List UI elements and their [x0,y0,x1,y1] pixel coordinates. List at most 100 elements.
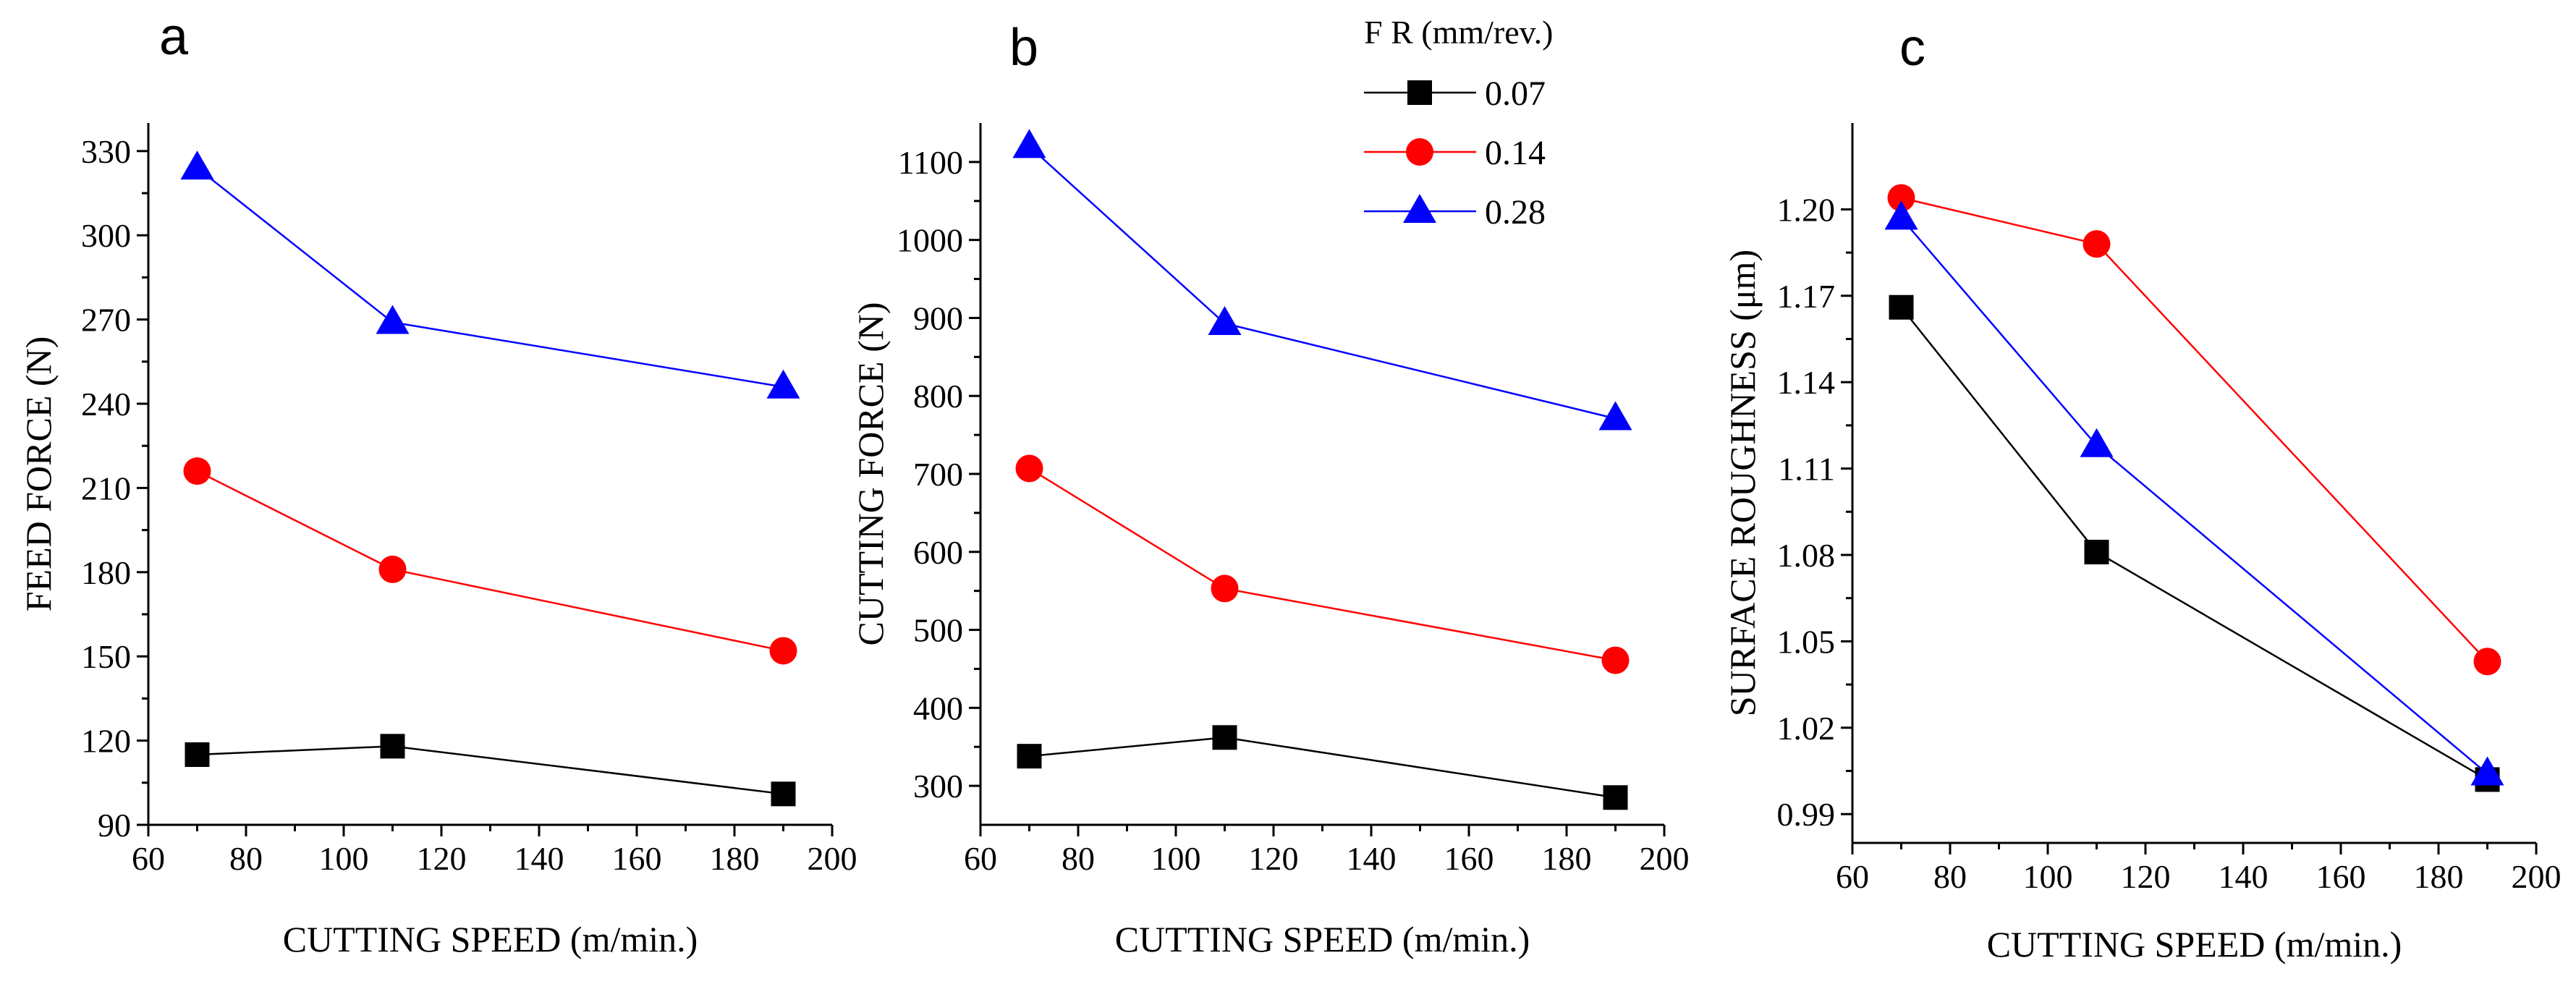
series-line-0.28 [1028,145,1616,420]
data-point-0.14 [2083,230,2111,258]
x-axis-title: CUTTING SPEED (m/min.) [1115,919,1530,959]
data-point-0.28 [1012,129,1046,158]
x-tick-label: 120 [417,840,467,877]
data-point-0.14 [769,637,797,665]
legend-label: 0.07 [1485,75,1546,113]
x-tick-label: 80 [229,840,263,877]
x-tick-label: 100 [1151,840,1201,877]
x-tick-label: 160 [1444,840,1494,877]
x-tick-label: 140 [2219,858,2268,895]
chart-panel-b: 60 80 100 120 140 160 180 200 300 400 500 600 700 800… [850,19,1690,959]
x-tick-label: 80 [1933,858,1967,895]
data-point-0.28 [2080,428,2114,457]
x-tick-label: 180 [710,840,760,877]
data-point-0.14 [1887,184,1915,212]
series-line-0.07 [197,745,784,795]
y-tick-label: 600 [913,534,963,571]
x-tick-label: 160 [2316,858,2366,895]
data-point-0.07 [1017,744,1042,769]
y-tick-label: 180 [81,554,131,591]
x-tick-label: 180 [1542,840,1592,877]
data-point-0.07 [771,781,796,807]
x-tick-label: 60 [964,840,997,877]
data-point-0.14 [1601,646,1630,674]
x-axis-title: CUTTING SPEED (m/min.) [1987,924,2402,964]
y-tick-label: 300 [81,217,131,254]
legend-title: F R (mm/rev.) [1364,14,1554,51]
x-tick-label: 180 [2414,858,2464,895]
x-tick-label: 140 [1347,840,1397,877]
y-tick-label: 1.05 [1777,623,1836,660]
series-line-0.07 [1029,737,1616,799]
legend: F R (mm/rev.) 0.07 0.14 0.28 [1364,14,1554,232]
y-tick-label: 150 [81,638,131,675]
data-point-0.28 [180,150,214,180]
data-point-0.07 [1889,294,1914,320]
y-tick-label: 210 [81,470,131,506]
y-tick-label: 240 [81,386,131,423]
legend-entry-0.07: 0.07 [1364,75,1546,113]
y-axis-title: CUTTING FORCE (N) [850,302,891,646]
legend-marker [1406,138,1433,166]
x-tick-label: 80 [1062,840,1095,877]
x-tick-label: 60 [132,840,165,877]
y-tick-label: 1.17 [1777,278,1836,315]
y-tick-label: 300 [913,768,963,805]
y-tick-label: 0.99 [1777,796,1836,833]
x-tick-label: 100 [2023,858,2073,895]
data-point-0.07 [185,742,210,767]
y-tick-label: 500 [913,612,963,649]
data-point-0.14 [378,555,407,583]
panel-label: a [159,8,189,66]
y-tick-label: 800 [913,378,963,415]
series-line-0.14 [1028,467,1616,661]
x-tick-label: 200 [808,840,857,877]
panel-label: b [1009,19,1038,77]
x-tick-label: 60 [1836,858,1869,895]
y-tick-label: 90 [98,807,131,844]
x-tick-label: 200 [2512,858,2562,895]
data-point-0.14 [2473,648,2501,676]
data-point-0.07 [1212,725,1237,750]
data-point-0.07 [2084,540,2109,565]
y-tick-label: 1.08 [1777,537,1836,574]
y-tick-label: 1.02 [1777,710,1836,747]
data-point-0.28 [376,305,410,334]
series-line-0.07 [1900,306,2488,781]
chart-panel-a: 60 80 100 120 140 160 180 200 90 120 150 180 210 240 2… [18,8,857,959]
legend-marker [1403,194,1436,223]
panel-label: c [1899,19,1925,77]
data-point-0.28 [1208,305,1242,335]
series-line-0.14 [1901,197,2488,663]
series-line-0.14 [196,470,784,652]
legend-entry-0.14: 0.14 [1364,134,1546,172]
data-point-0.28 [766,369,800,399]
series-line-0.28 [196,167,784,388]
data-point-0.28 [1598,401,1632,430]
legend-label: 0.28 [1485,193,1546,232]
data-point-0.28 [2470,756,2504,786]
y-tick-label: 330 [81,133,131,170]
y-axis-title: SURFACE ROUGHNESS (μm) [1722,250,1763,716]
y-axis-title: FEED FORCE (N) [18,336,59,612]
y-tick-label: 1.11 [1778,451,1835,488]
legend-label: 0.14 [1485,134,1546,172]
y-tick-label: 400 [913,690,963,726]
y-tick-label: 1100 [898,144,963,181]
x-tick-label: 140 [514,840,564,877]
legend-entry-0.28: 0.28 [1364,193,1546,232]
y-tick-label: 1.14 [1777,364,1836,401]
y-tick-label: 270 [81,302,131,339]
data-point-0.07 [380,734,405,759]
series-line-0.28 [1900,217,2488,775]
y-tick-label: 120 [81,723,131,760]
x-tick-label: 120 [2121,858,2171,895]
data-point-0.14 [1211,574,1239,603]
legend-marker [1407,80,1432,105]
chart-panel-c: 60 80 100 120 140 160 180 200 0.99 1.02 1.05 1.08 1.… [1722,19,2562,964]
x-tick-label: 100 [319,840,369,877]
x-tick-label: 200 [1640,840,1690,877]
x-axis-title: CUTTING SPEED (m/min.) [283,919,698,959]
x-tick-label: 120 [1249,840,1299,877]
